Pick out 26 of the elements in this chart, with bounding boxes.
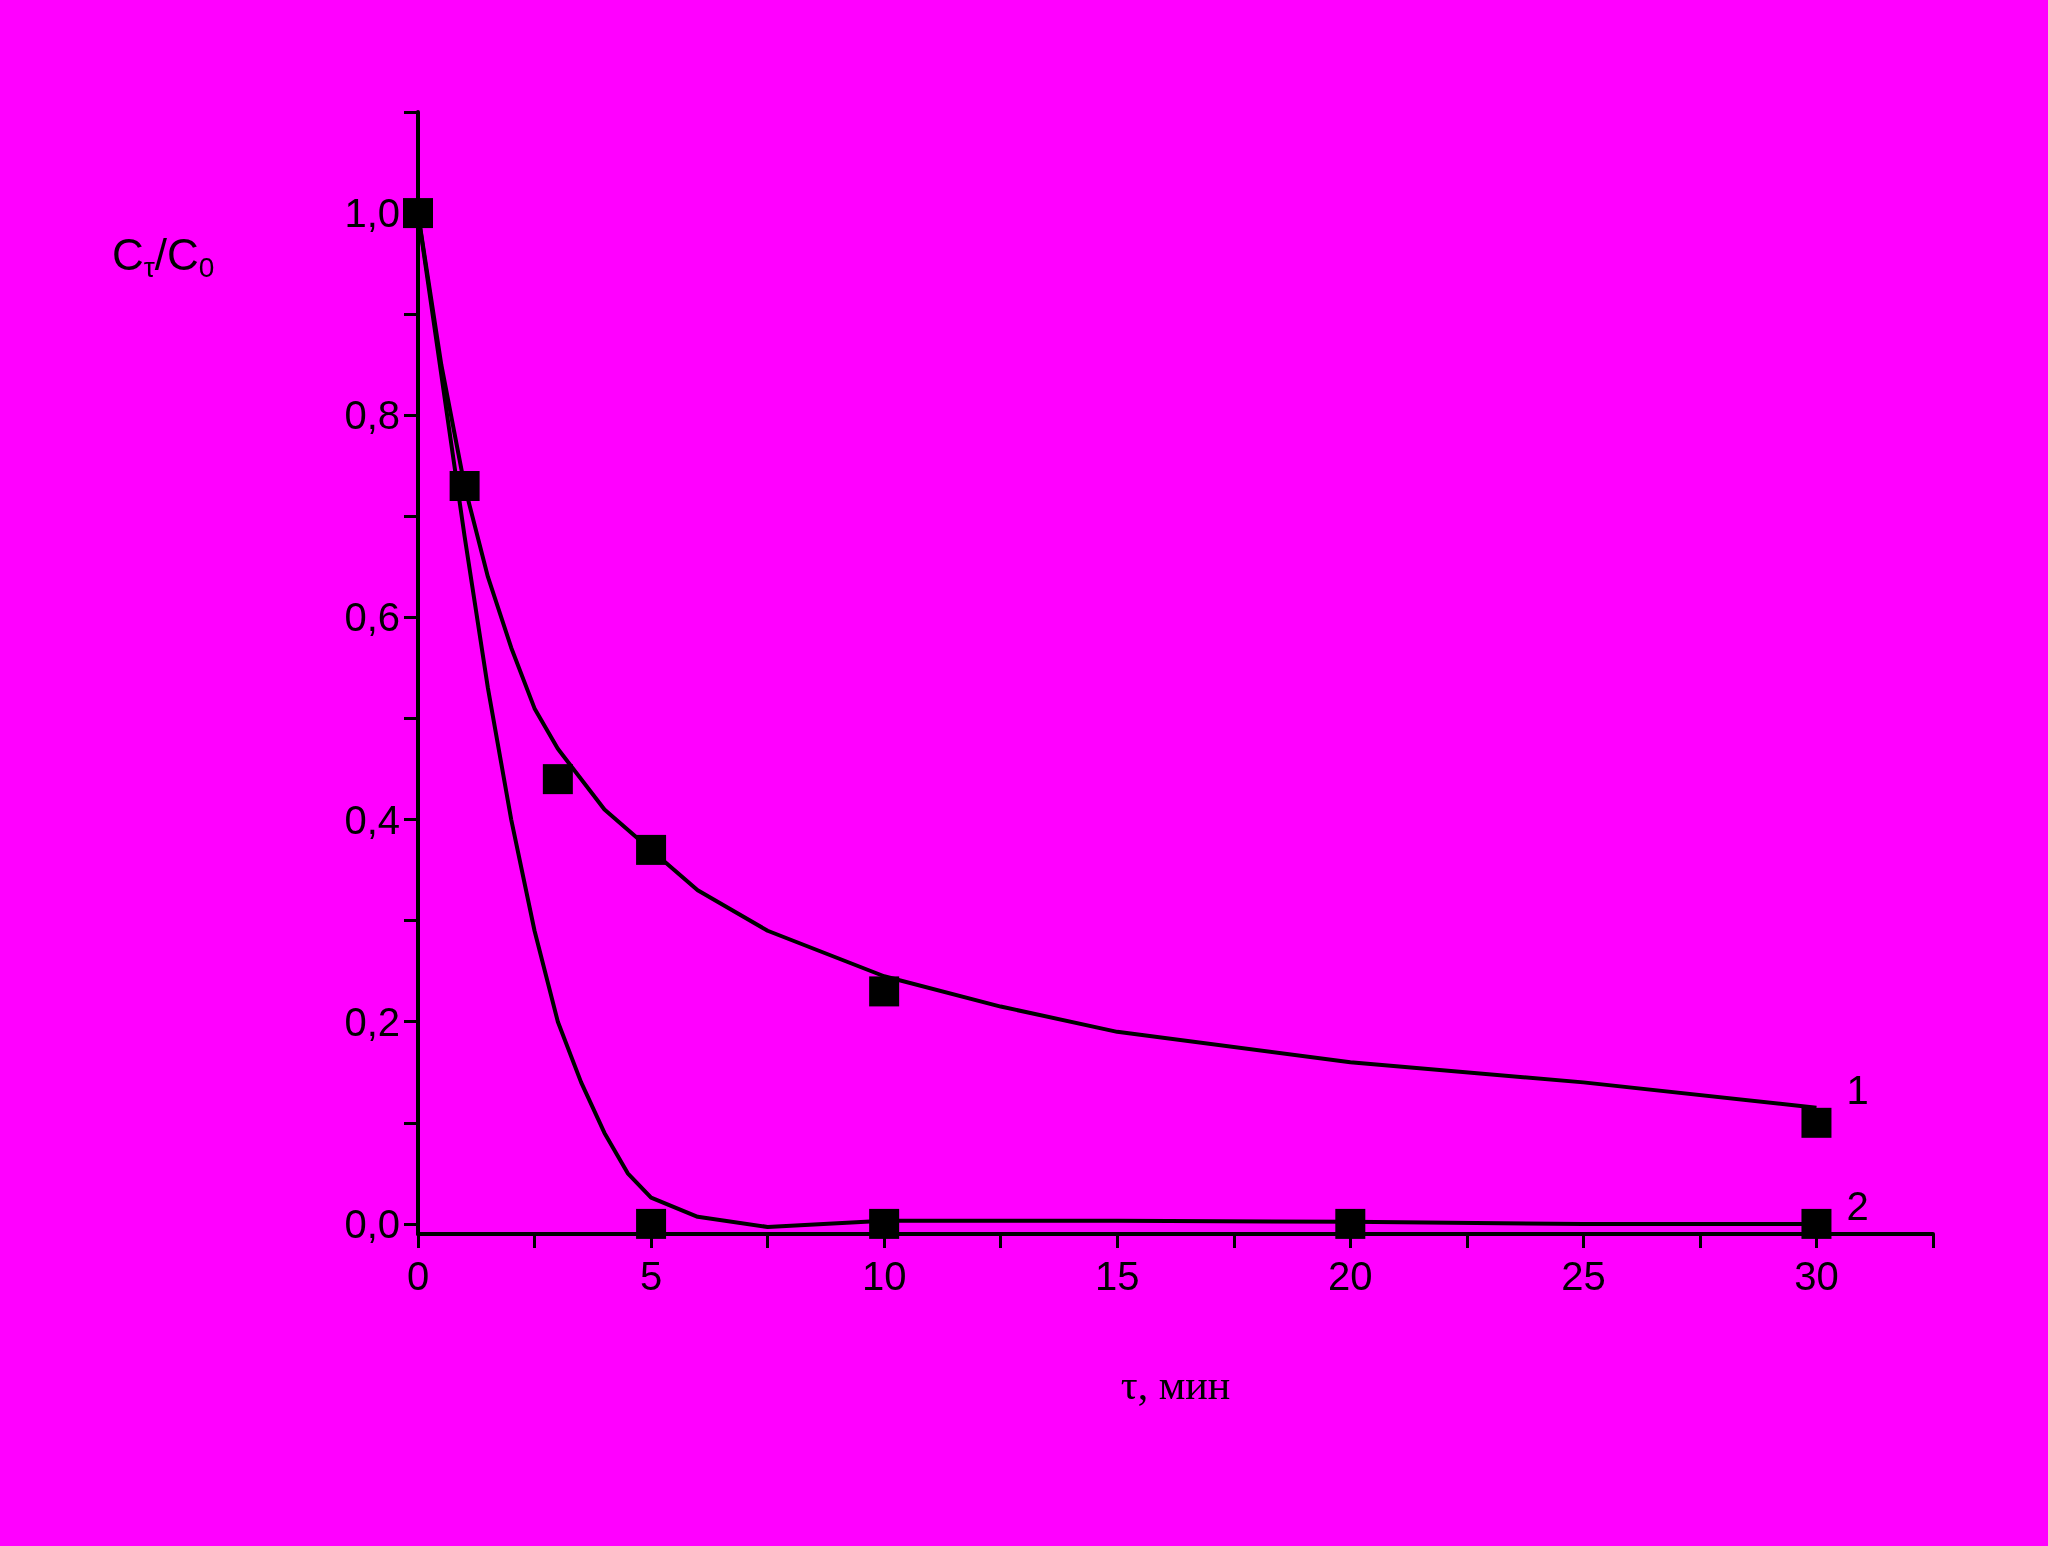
- x-tick-label: 10: [861, 1254, 907, 1298]
- y-tick-label: 0,0: [344, 1201, 400, 1246]
- x-tick-label: 5: [639, 1254, 663, 1298]
- y-tick-label: 0,6: [344, 595, 400, 640]
- y-tick-label: 1,0: [344, 191, 400, 236]
- point: [403, 198, 433, 229]
- point: [636, 1208, 667, 1239]
- point: [869, 1208, 900, 1239]
- point: [636, 834, 667, 865]
- x-tick-label: 15: [1094, 1254, 1140, 1298]
- x-tick-label: 20: [1328, 1254, 1373, 1298]
- y-tick-label: 0,2: [344, 999, 400, 1044]
- point: [1801, 1107, 1832, 1138]
- point: [869, 976, 900, 1007]
- y-tick-label: 0,4: [344, 797, 400, 842]
- point: [449, 471, 480, 501]
- y-tick-label: 0,8: [344, 393, 400, 438]
- point: [542, 764, 573, 795]
- point: [1335, 1208, 1366, 1239]
- point: [1801, 1208, 1832, 1239]
- x-tick-label: 0: [406, 1254, 430, 1298]
- x-tick-label: 30: [1794, 1254, 1839, 1298]
- series-label: 2: [1846, 1183, 1869, 1228]
- series-label: 1: [1846, 1067, 1869, 1112]
- x-axis-title: τ, мин: [1120, 1362, 1231, 1408]
- x-tick-label: 25: [1561, 1254, 1606, 1298]
